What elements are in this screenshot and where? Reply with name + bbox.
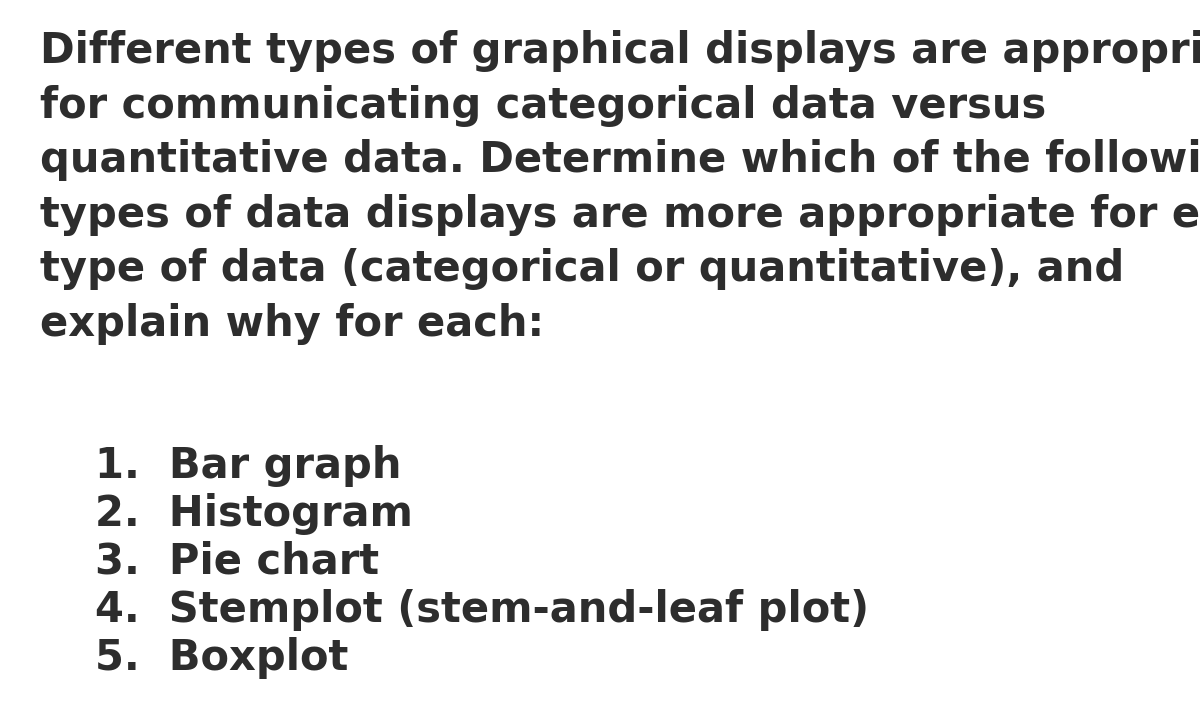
Text: 5.  Boxplot: 5. Boxplot — [95, 637, 348, 679]
Text: 1.  Bar graph: 1. Bar graph — [95, 445, 402, 487]
Text: 2.  Histogram: 2. Histogram — [95, 493, 413, 535]
Text: Different types of graphical displays are appropriate
for communicating categori: Different types of graphical displays ar… — [40, 30, 1200, 345]
Text: 3.  Pie chart: 3. Pie chart — [95, 541, 379, 583]
Text: 4.  Stemplot (stem-and-leaf plot): 4. Stemplot (stem-and-leaf plot) — [95, 589, 869, 631]
